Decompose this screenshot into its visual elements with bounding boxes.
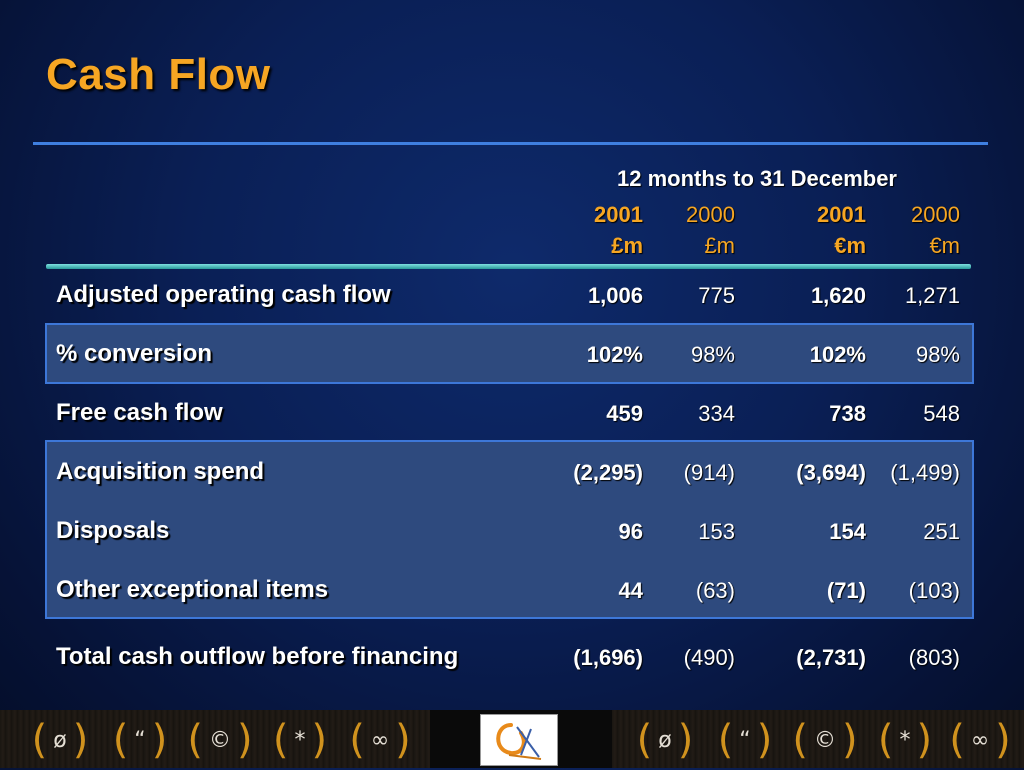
symbol-glyph: ∞	[970, 727, 990, 753]
col-header-year: 2001	[817, 202, 866, 227]
table-cell: 1,620	[810, 283, 866, 308]
infinity-symbol-icon: (∞)	[949, 717, 1011, 763]
table-cell: 775	[698, 283, 735, 308]
table-cell: 251	[923, 519, 960, 544]
table-cell: 154	[829, 519, 866, 544]
table-cell: (103)	[908, 578, 960, 603]
table-cell: 738	[829, 401, 866, 426]
table-cell: (803)	[908, 645, 960, 670]
footer-band-right	[612, 710, 1024, 768]
infinity-symbol-icon: (∞)	[349, 717, 411, 763]
col-header-year: 2000	[911, 202, 960, 227]
table-cell: 98%	[915, 342, 960, 367]
table-cell: (1,696)	[573, 645, 643, 670]
table-cell: 334	[698, 401, 735, 426]
symbol-glyph: ©	[209, 727, 231, 753]
col-header-unit: £m	[704, 233, 735, 258]
slide-title: Cash Flow	[46, 50, 271, 99]
col-header-unit: €m	[834, 233, 866, 258]
row-label: % conversion	[56, 340, 213, 367]
table-cell: (914)	[683, 460, 735, 485]
table-cell: 1,271	[904, 283, 960, 308]
row-label: Total cash outflow before financing	[56, 643, 459, 670]
col-header-year: 2000	[686, 202, 735, 227]
table-cell: (71)	[826, 578, 866, 603]
null-symbol-icon: (ø)	[31, 717, 89, 763]
table-cell: 98%	[690, 342, 735, 367]
footer-band-left	[0, 710, 430, 768]
row-label: Other exceptional items	[56, 576, 329, 603]
row-label: Adjusted operating cash flow	[56, 281, 391, 308]
row-label: Disposals	[56, 517, 170, 544]
asterisk-symbol-icon: (*)	[272, 717, 328, 763]
copyright-symbol-icon: (©)	[187, 717, 253, 763]
table-cell: 44	[618, 578, 643, 603]
symbol-glyph: *	[899, 727, 911, 753]
header-divider	[46, 264, 971, 269]
table-cell: (63)	[695, 578, 735, 603]
title-divider	[33, 142, 988, 145]
symbol-glyph: ©	[814, 727, 836, 753]
highlight-box-exceptional	[45, 440, 974, 619]
null-symbol-icon: (ø)	[636, 717, 694, 763]
col-header-year: 2001	[594, 202, 643, 227]
symbol-glyph: “	[739, 727, 751, 753]
table-cell: 153	[698, 519, 735, 544]
table-cell: 1,006	[587, 283, 643, 308]
copyright-symbol-icon: (©)	[792, 717, 858, 763]
row-label: Acquisition spend	[56, 458, 265, 485]
row-label: Free cash flow	[56, 399, 223, 426]
table-cell: 459	[606, 401, 643, 426]
symbol-glyph: *	[294, 727, 306, 753]
table-cell: 102%	[809, 342, 866, 367]
asterisk-symbol-icon: (*)	[877, 717, 933, 763]
table-cell: 102%	[586, 342, 643, 367]
symbol-glyph: “	[134, 727, 146, 753]
symbol-glyph: ø	[658, 727, 672, 753]
col-header-unit: £m	[611, 233, 643, 258]
quote-symbol-icon: (“)	[112, 717, 168, 763]
company-logo	[480, 714, 558, 766]
table-cell: 548	[923, 401, 960, 426]
highlight-box-conversion	[45, 323, 974, 384]
col-header-unit: €m	[929, 233, 960, 258]
symbol-glyph: ∞	[370, 727, 390, 753]
table-cell: (1,499)	[890, 460, 960, 485]
table-cell: (2,295)	[573, 460, 643, 485]
table-cell: (490)	[683, 645, 735, 670]
table-cell: (2,731)	[796, 645, 866, 670]
table-cell: (3,694)	[796, 460, 866, 485]
period-label: 12 months to 31 December	[617, 166, 897, 191]
symbol-glyph: ø	[53, 727, 67, 753]
quote-symbol-icon: (“)	[717, 717, 773, 763]
logo-mark-icon	[496, 723, 542, 760]
table-cell: 96	[618, 519, 643, 544]
